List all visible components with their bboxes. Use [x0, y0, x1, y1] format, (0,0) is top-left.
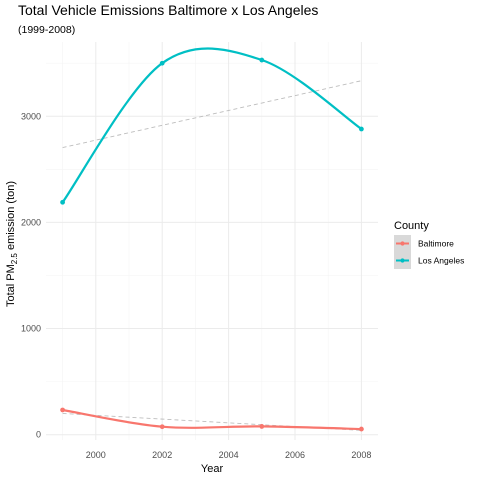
data-point-los-angeles: [60, 200, 65, 205]
legend-label-los-angeles: Los Angeles: [418, 256, 464, 266]
data-point-baltimore: [60, 408, 65, 413]
x-tick-label: 2002: [152, 450, 172, 460]
chart-title: Total Vehicle Emissions Baltimore x Los …: [18, 2, 318, 18]
data-point-baltimore: [359, 427, 364, 432]
legend-label-baltimore: Baltimore: [418, 239, 454, 249]
data-point-los-angeles: [359, 127, 364, 132]
y-tick-label: 2000: [21, 217, 41, 227]
legend-point-baltimore: [400, 241, 404, 245]
data-point-los-angeles: [160, 61, 165, 66]
x-tick-label: 2004: [219, 450, 239, 460]
legend-point-los-angeles: [400, 258, 404, 262]
y-axis-label: Total PM2.5 emission (ton): [5, 181, 19, 307]
data-point-baltimore: [160, 424, 165, 429]
y-tick-label: 1000: [21, 324, 41, 334]
data-point-los-angeles: [259, 58, 264, 63]
y-tick-label: 3000: [21, 111, 41, 121]
x-tick-label: 2006: [285, 450, 305, 460]
chart-subtitle: (1999-2008): [18, 24, 75, 36]
y-axis-label-suffix: emission (ton): [5, 181, 17, 253]
y-tick-label: 0: [36, 430, 41, 440]
legend-title: County: [394, 220, 429, 232]
data-point-baltimore: [259, 424, 264, 429]
y-axis-label-subscript: 2.5: [10, 253, 19, 265]
y-axis-label-main: Total PM: [5, 264, 17, 307]
x-tick-label: 2000: [86, 450, 106, 460]
x-axis-label: Year: [201, 463, 224, 475]
x-tick-label: 2008: [351, 450, 371, 460]
